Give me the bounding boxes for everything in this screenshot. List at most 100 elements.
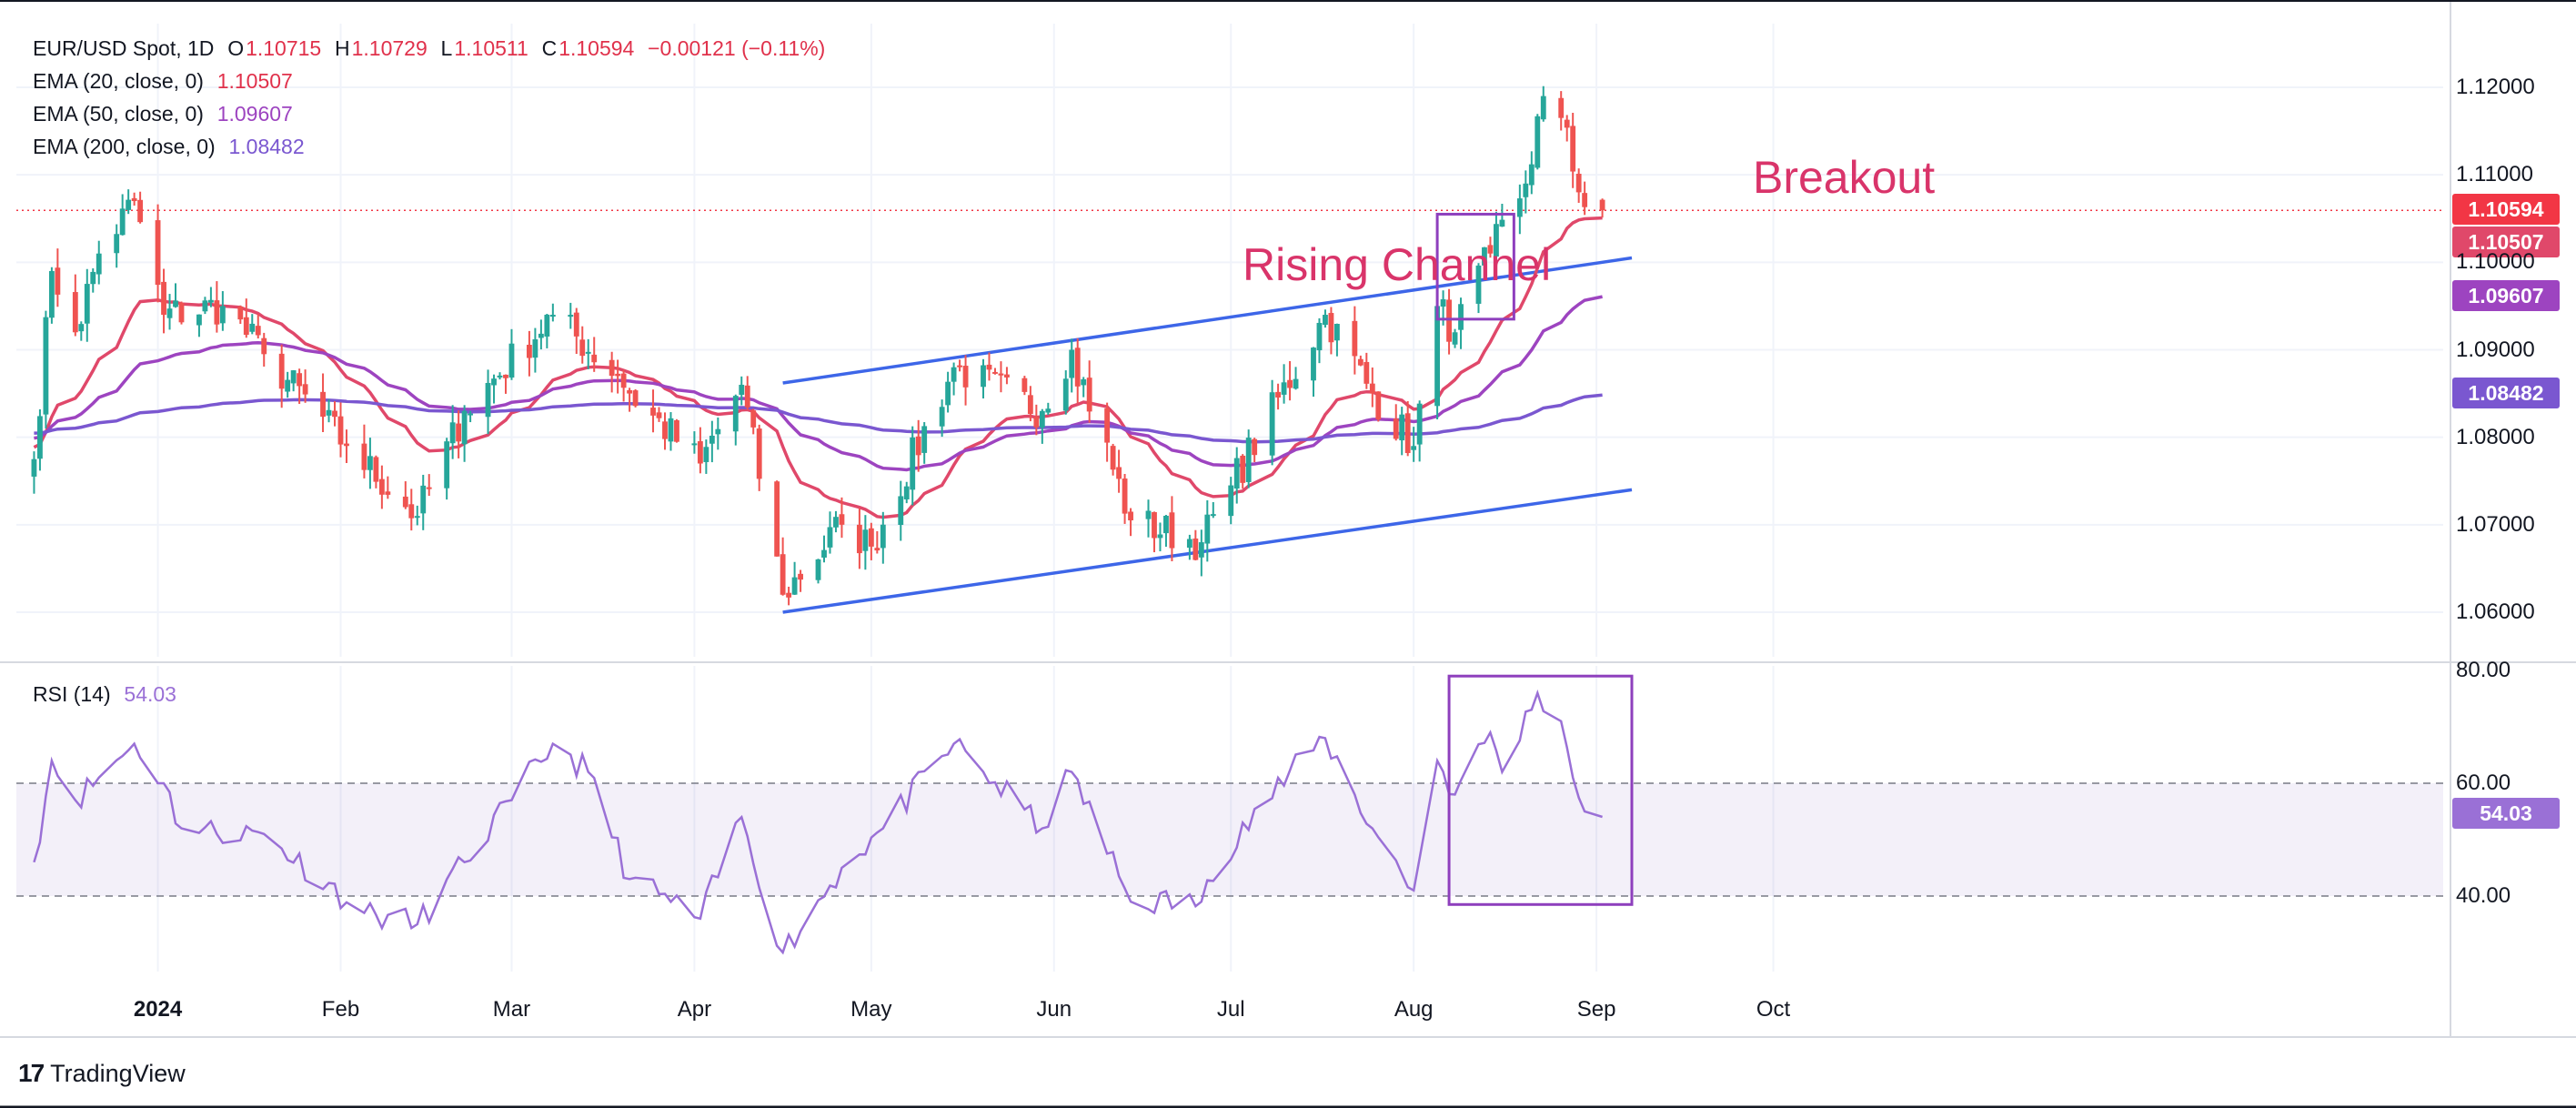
candle <box>585 338 591 369</box>
candle <box>1186 534 1192 560</box>
candle <box>402 481 408 509</box>
candle <box>1198 529 1204 577</box>
candle-body <box>385 491 391 495</box>
candle <box>1021 376 1028 396</box>
candle <box>332 401 337 427</box>
candle <box>744 376 750 410</box>
candle-body <box>1275 391 1282 398</box>
candle <box>161 268 166 334</box>
symbol-header: EUR/USD Spot, 1D O1.10715 H1.10729 L1.10… <box>33 36 827 61</box>
candle <box>207 287 214 307</box>
breakout-box <box>1435 212 1515 321</box>
candle-body <box>579 339 586 357</box>
price-tick-label: 1.12000 <box>2456 75 2535 99</box>
candle <box>868 522 874 560</box>
candle <box>491 374 497 404</box>
ema200-price-tag: 1.08482 <box>2452 378 2560 408</box>
candle-body <box>485 382 491 418</box>
candle-body <box>261 337 267 355</box>
low-label: L <box>440 36 453 60</box>
ema200-legend[interactable]: EMA (200, close, 0) 1.08482 <box>33 135 307 159</box>
candle <box>549 303 556 322</box>
candle-body <box>1452 332 1458 345</box>
channel-line <box>782 256 1633 385</box>
candle-body <box>367 456 373 470</box>
candle <box>668 412 674 451</box>
candle <box>1523 170 1529 214</box>
candle <box>468 410 474 423</box>
candle <box>827 511 833 554</box>
ema20-legend[interactable]: EMA (20, close, 0) 1.10507 <box>33 69 295 94</box>
candle-body <box>1062 378 1069 411</box>
candle <box>119 194 126 236</box>
candle <box>1228 477 1234 525</box>
ema50-legend[interactable]: EMA (50, close, 0) 1.09607 <box>33 102 295 126</box>
ema-lines <box>33 216 1603 519</box>
candle <box>1363 352 1370 389</box>
candle-body <box>166 308 173 318</box>
candle <box>361 424 367 478</box>
candle-body <box>620 373 627 388</box>
candle <box>1564 115 1570 142</box>
candle-body <box>1198 542 1204 558</box>
candle <box>1528 151 1535 195</box>
candle <box>703 439 709 474</box>
candle <box>1393 404 1399 441</box>
candle <box>1416 400 1423 462</box>
time-tick-label: Oct <box>1756 997 1791 1022</box>
candle-body <box>337 416 344 445</box>
candle-body <box>1293 378 1299 389</box>
candle <box>1027 386 1033 422</box>
candle <box>1411 427 1417 462</box>
candle <box>414 505 420 526</box>
candle-body <box>992 371 998 374</box>
candle-body <box>178 303 185 323</box>
candle-body <box>1128 511 1133 521</box>
candle <box>656 407 662 422</box>
rsi-tick-label: 60.00 <box>2456 771 2511 795</box>
candle-body <box>90 271 96 285</box>
candle <box>1287 361 1293 401</box>
candle <box>378 465 385 509</box>
candle <box>1475 263 1482 314</box>
candle <box>1045 402 1052 416</box>
candle-body <box>137 199 144 223</box>
candle-body <box>1074 348 1081 387</box>
candle <box>609 351 615 393</box>
ema-line <box>33 216 1603 519</box>
candle-body <box>214 300 220 325</box>
candle <box>1316 317 1323 364</box>
candle-body <box>1482 247 1487 266</box>
candle <box>697 427 703 474</box>
rsi-legend[interactable]: RSI (14) 54.03 <box>33 682 178 707</box>
candle <box>1157 522 1163 552</box>
time-tick-label: Apr <box>677 997 712 1022</box>
candle <box>214 281 220 333</box>
candle <box>538 319 544 350</box>
candle <box>1399 407 1405 456</box>
candle <box>939 399 945 438</box>
candle-body <box>585 351 591 354</box>
candle <box>444 438 450 500</box>
candle-body <box>915 436 921 456</box>
rsi-tag: 54.03 <box>2452 798 2560 829</box>
candle-body <box>697 441 703 464</box>
candle-body <box>1021 378 1028 392</box>
candle-body <box>1582 193 1588 207</box>
candle-body <box>750 410 757 428</box>
candle <box>503 374 508 394</box>
candle-body <box>951 367 957 382</box>
candle <box>1116 449 1122 493</box>
candle-body <box>55 267 61 295</box>
candle <box>691 431 698 454</box>
tradingview-logo[interactable]: 17 TradingView <box>18 1059 186 1088</box>
candle-body <box>1287 379 1293 388</box>
candle <box>1333 323 1340 357</box>
candle <box>1062 370 1069 415</box>
candle-body <box>449 422 456 444</box>
candle-body <box>119 208 126 236</box>
candle <box>155 204 161 303</box>
candle-body <box>709 435 715 444</box>
